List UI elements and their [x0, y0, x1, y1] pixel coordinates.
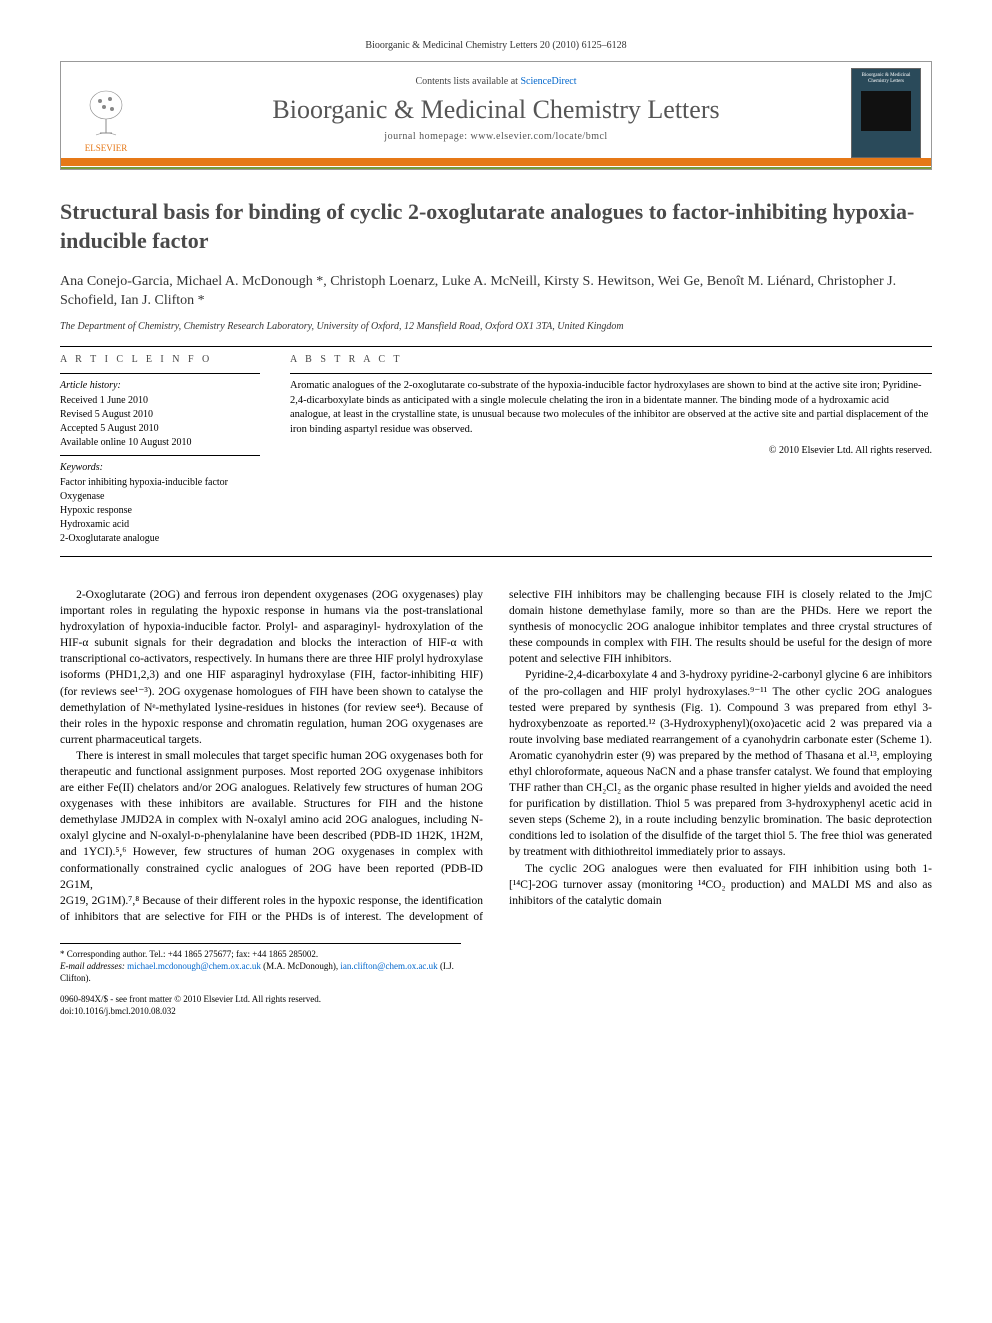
sciencedirect-link[interactable]: ScienceDirect: [520, 76, 576, 87]
authors-list: Ana Conejo-Garcia, Michael A. McDonough …: [60, 273, 932, 311]
cover-image-icon: [861, 91, 911, 131]
body-paragraph: Pyridine-2,4-dicarboxylate 4 and 3-hydro…: [509, 667, 932, 860]
keywords-label: Keywords:: [60, 461, 260, 475]
body-paragraph: The cyclic 2OG analogues were then evalu…: [509, 861, 932, 909]
article-info-label: A R T I C L E I N F O: [60, 353, 260, 367]
journal-header-box: ELSEVIER Contents lists available at Sci…: [60, 61, 932, 170]
history-online: Available online 10 August 2010: [60, 436, 260, 450]
green-divider-bar: [61, 167, 931, 169]
article-info-block: A R T I C L E I N F O Article history: R…: [60, 353, 260, 546]
issn-copyright: 0960-894X/$ - see front matter © 2010 El…: [60, 994, 932, 1006]
email-addresses-line: E-mail addresses: michael.mcdonough@chem…: [60, 960, 461, 984]
email-link[interactable]: ian.clifton@chem.ox.ac.uk: [340, 961, 437, 971]
keyword: Oxygenase: [60, 490, 260, 504]
footnotes-block: * Corresponding author. Tel.: +44 1865 2…: [60, 943, 461, 984]
section-divider: [60, 346, 932, 347]
journal-homepage-line: journal homepage: www.elsevier.com/locat…: [141, 131, 851, 142]
elsevier-logo-text: ELSEVIER: [85, 143, 128, 153]
history-received: Received 1 June 2010: [60, 394, 260, 408]
doi-line: doi:10.1016/j.bmcl.2010.08.032: [60, 1006, 932, 1018]
front-matter-line: 0960-894X/$ - see front matter © 2010 El…: [60, 994, 932, 1017]
article-body: 2-Oxoglutarate (2OG) and ferrous iron de…: [60, 587, 932, 925]
corresponding-author-note: * Corresponding author. Tel.: +44 1865 2…: [60, 948, 461, 960]
section-divider: [60, 556, 932, 557]
orange-divider-bar: [61, 158, 931, 166]
journal-cover-thumbnail: Bioorganic & Medicinal Chemistry Letters: [851, 68, 921, 158]
keyword: Hypoxic response: [60, 504, 260, 518]
keyword: Hydroxamic acid: [60, 518, 260, 532]
article-history-label: Article history:: [60, 379, 260, 393]
body-paragraph: There is interest in small molecules tha…: [60, 748, 483, 893]
elsevier-logo: ELSEVIER: [71, 73, 141, 153]
body-paragraph: 2-Oxoglutarate (2OG) and ferrous iron de…: [60, 587, 483, 748]
affiliation: The Department of Chemistry, Chemistry R…: [60, 321, 932, 332]
article-title: Structural basis for binding of cyclic 2…: [60, 198, 932, 255]
top-citation: Bioorganic & Medicinal Chemistry Letters…: [60, 40, 932, 51]
email-link[interactable]: michael.mcdonough@chem.ox.ac.uk: [127, 961, 261, 971]
abstract-block: A B S T R A C T Aromatic analogues of th…: [290, 353, 932, 546]
contents-available-line: Contents lists available at ScienceDirec…: [141, 76, 851, 87]
elsevier-tree-icon: [82, 85, 130, 141]
journal-title: Bioorganic & Medicinal Chemistry Letters: [141, 95, 851, 125]
article-meta-row: A R T I C L E I N F O Article history: R…: [60, 353, 932, 546]
history-accepted: Accepted 5 August 2010: [60, 422, 260, 436]
journal-homepage-url: www.elsevier.com/locate/bmcl: [471, 131, 608, 142]
abstract-label: A B S T R A C T: [290, 353, 932, 367]
abstract-text: Aromatic analogues of the 2-oxoglutarate…: [290, 379, 932, 438]
keyword: 2-Oxoglutarate analogue: [60, 532, 260, 546]
history-revised: Revised 5 August 2010: [60, 408, 260, 422]
keyword: Factor inhibiting hypoxia-inducible fact…: [60, 476, 260, 490]
abstract-copyright: © 2010 Elsevier Ltd. All rights reserved…: [290, 444, 932, 458]
